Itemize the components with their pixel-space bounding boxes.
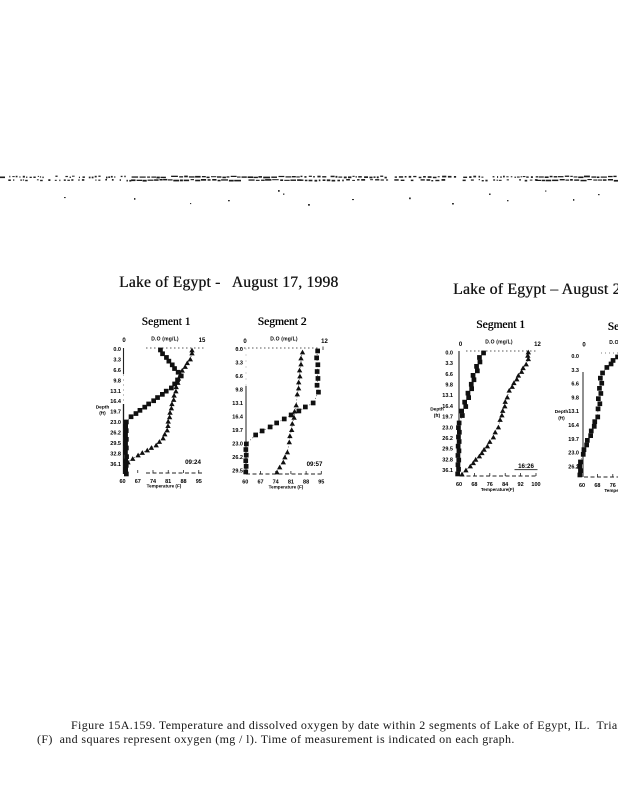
svg-text:29.5: 29.5	[232, 469, 243, 475]
svg-text:Segment 2: Segment 2	[608, 321, 618, 333]
svg-text:Segment 2: Segment 2	[258, 316, 307, 328]
svg-text:76: 76	[610, 483, 616, 489]
svg-text:Segment 1: Segment 1	[476, 319, 525, 331]
svg-text:74: 74	[273, 480, 280, 486]
svg-text:95: 95	[196, 479, 202, 485]
svg-text:Temperature (F): Temperature (F)	[269, 485, 304, 490]
svg-text:67: 67	[135, 479, 141, 485]
svg-text:26.2: 26.2	[110, 431, 121, 437]
svg-text:(ft): (ft)	[434, 413, 441, 419]
svg-text:32.8: 32.8	[110, 452, 121, 458]
svg-text:3.3: 3.3	[235, 361, 243, 367]
svg-text:9.8: 9.8	[235, 388, 243, 394]
svg-text:12: 12	[321, 339, 328, 345]
svg-text:3.3: 3.3	[445, 361, 453, 367]
svg-text:60: 60	[242, 480, 248, 486]
svg-text:16.4: 16.4	[232, 415, 244, 421]
svg-text:29.5: 29.5	[442, 447, 453, 453]
svg-text:0: 0	[243, 339, 247, 345]
svg-text:68: 68	[471, 482, 477, 488]
svg-text:13.1: 13.1	[442, 393, 453, 399]
svg-text:6.6: 6.6	[571, 382, 579, 388]
svg-text:81: 81	[165, 479, 171, 485]
svg-text:9.8: 9.8	[113, 378, 121, 384]
svg-text:9.8: 9.8	[571, 395, 579, 401]
svg-text:23.0: 23.0	[232, 442, 243, 448]
svg-text:81: 81	[288, 480, 294, 486]
svg-text:13.1: 13.1	[232, 401, 243, 407]
svg-text:23.0: 23.0	[568, 451, 579, 457]
svg-text:16.4: 16.4	[442, 404, 454, 410]
svg-text:(ft): (ft)	[558, 416, 565, 422]
svg-text:Segment 1: Segment 1	[142, 316, 191, 328]
svg-text:0: 0	[122, 338, 126, 344]
svg-text:95: 95	[318, 480, 324, 486]
svg-text:32.8: 32.8	[442, 457, 453, 463]
svg-text:92: 92	[518, 482, 524, 488]
svg-text:09:24: 09:24	[185, 459, 201, 466]
svg-text:Temperature(F): Temperature(F)	[481, 487, 515, 492]
svg-text:Segment 2: Segment 2	[258, 316, 307, 328]
svg-text:29.5: 29.5	[110, 441, 121, 447]
svg-text:88: 88	[303, 480, 309, 486]
svg-text:0.0: 0.0	[571, 354, 579, 360]
svg-text:6.6: 6.6	[113, 368, 121, 374]
svg-text:D.O (mg/L): D.O (mg/L)	[485, 340, 513, 346]
svg-text:6.6: 6.6	[235, 374, 243, 380]
svg-text:16:26: 16:26	[518, 463, 534, 470]
svg-text:26.2: 26.2	[232, 455, 243, 461]
svg-text:19.7: 19.7	[568, 437, 579, 443]
svg-text:74: 74	[150, 479, 157, 485]
svg-text:D.O (mg/L): D.O (mg/L)	[270, 337, 298, 343]
svg-text:Temperature(F): Temperature(F)	[604, 488, 618, 493]
svg-text:26.2: 26.2	[568, 464, 579, 470]
svg-text:Segment 1: Segment 1	[142, 316, 191, 328]
svg-text:Segment 2: Segment 2	[608, 321, 618, 333]
svg-text:13.1: 13.1	[110, 389, 121, 395]
svg-text:36.1: 36.1	[110, 462, 121, 468]
svg-text:0: 0	[459, 342, 463, 348]
svg-text:26.2: 26.2	[442, 436, 453, 442]
svg-text:67: 67	[257, 480, 263, 486]
svg-text:68: 68	[594, 483, 600, 489]
svg-text:19.7: 19.7	[442, 415, 453, 421]
svg-text:D.O (mg/L): D.O (mg/L)	[609, 340, 618, 346]
svg-text:16.4: 16.4	[110, 399, 122, 405]
svg-text:60: 60	[119, 479, 125, 485]
svg-text:D.O (mg/L): D.O (mg/L)	[151, 337, 179, 343]
svg-text:0.0: 0.0	[113, 347, 121, 353]
svg-text:Depth: Depth	[96, 405, 110, 411]
svg-text:19.7: 19.7	[110, 410, 121, 416]
svg-text:13.1: 13.1	[568, 409, 579, 415]
svg-text:3.3: 3.3	[571, 368, 579, 374]
svg-text:76: 76	[487, 482, 493, 488]
svg-text:09:57: 09:57	[307, 461, 323, 468]
svg-text:36.1: 36.1	[442, 468, 453, 474]
svg-text:19.7: 19.7	[232, 428, 243, 434]
svg-text:9.8: 9.8	[445, 383, 453, 389]
svg-text:15: 15	[199, 338, 206, 344]
svg-text:12: 12	[534, 342, 541, 348]
svg-text:(ft): (ft)	[99, 411, 106, 417]
svg-text:3.3: 3.3	[113, 357, 121, 363]
svg-text:60: 60	[456, 482, 462, 488]
svg-text:88: 88	[180, 479, 186, 485]
svg-text:Depth: Depth	[555, 409, 569, 415]
svg-text:0.0: 0.0	[235, 347, 243, 353]
svg-text:84: 84	[502, 482, 509, 488]
svg-text:16.4: 16.4	[568, 423, 580, 429]
svg-text:23.0: 23.0	[110, 420, 121, 426]
svg-text:Segment 1: Segment 1	[476, 319, 525, 331]
svg-text:6.6: 6.6	[445, 372, 453, 378]
svg-text:0: 0	[582, 343, 586, 349]
svg-text:Temperature (F): Temperature (F)	[147, 484, 182, 489]
svg-text:23.0: 23.0	[442, 425, 453, 431]
svg-text:0.0: 0.0	[445, 351, 453, 357]
svg-text:60: 60	[579, 483, 585, 489]
svg-text:Depth: Depth	[430, 407, 444, 413]
svg-text:100: 100	[531, 482, 540, 488]
